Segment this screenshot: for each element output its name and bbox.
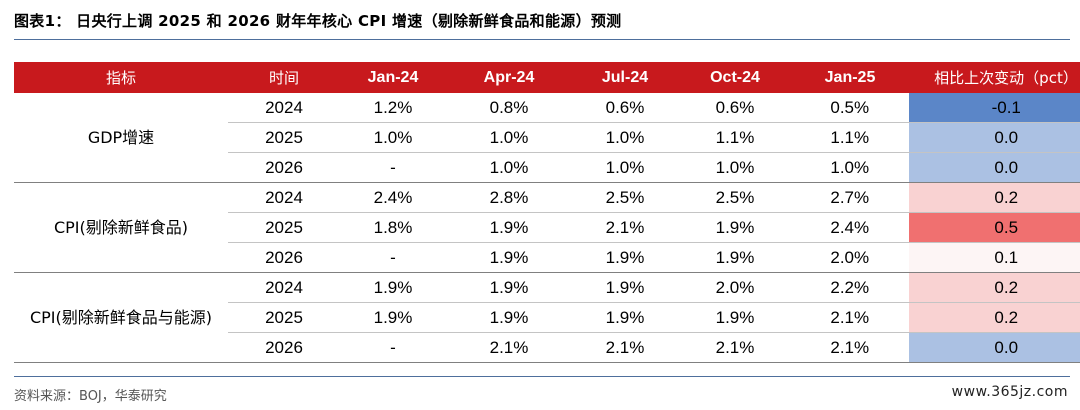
- header-date: Jan-24: [340, 62, 446, 93]
- change-cell: 0.5: [907, 212, 1080, 243]
- table-row: 2026-2.1% 2.1% 2.1% 2.1% 0.0: [14, 332, 1080, 363]
- forecast-value-cell: 1.2%: [340, 93, 446, 123]
- year-cell: 2026: [228, 152, 340, 183]
- header-date: Jan-25: [792, 62, 908, 93]
- indicator-label: CPI(剔除新鲜食品): [14, 182, 228, 273]
- change-cell: 0.0: [907, 152, 1080, 183]
- change-cell: 0.2: [907, 302, 1080, 333]
- forecast-value-cell: 1.0%: [446, 122, 572, 153]
- forecast-value-cell: 1.9%: [446, 272, 572, 303]
- forecast-value-cell: 2.4%: [340, 182, 446, 213]
- forecast-value-cell: 2.1%: [446, 332, 572, 363]
- header-date: Oct-24: [678, 62, 792, 93]
- year-cell: 2025: [228, 302, 340, 333]
- title-divider: [14, 39, 1070, 40]
- forecast-value-cell: 2.1%: [572, 212, 678, 243]
- forecast-value-cell: 1.9%: [678, 212, 792, 243]
- forecast-value-cell: -: [340, 242, 446, 273]
- header-indicator: 指标: [14, 62, 228, 93]
- forecast-value-cell: 2.5%: [678, 182, 792, 213]
- change-cell: 0.2: [907, 272, 1080, 303]
- forecast-value-cell: -: [340, 152, 446, 183]
- forecast-value-cell: 1.0%: [792, 152, 908, 183]
- forecast-value-cell: 1.0%: [678, 152, 792, 183]
- forecast-value-cell: 2.1%: [572, 332, 678, 363]
- forecast-value-cell: 1.9%: [572, 242, 678, 273]
- forecast-value-cell: 2.2%: [792, 272, 908, 303]
- forecast-value-cell: -: [340, 332, 446, 363]
- forecast-value-cell: 1.9%: [340, 272, 446, 303]
- table-row: CPI(剔除新鲜食品) 2024 2.4% 2.8% 2.5% 2.5% 2.7% 0.2: [14, 182, 1080, 273]
- forecast-value-cell: 1.9%: [446, 302, 572, 333]
- table-row: 2025 1.8% 1.9% 2.1% 1.9% 2.4% 0.5: [14, 212, 1080, 243]
- change-cell: 0.1: [907, 242, 1080, 273]
- forecast-value-cell: 1.9%: [340, 302, 446, 333]
- forecast-value-cell: 2.8%: [446, 182, 572, 213]
- forecast-value-cell: 0.6%: [678, 93, 792, 123]
- forecast-table: 指标 时间 Jan-24 Apr-24 Jul-24 Oct-24 Jan-25…: [14, 62, 1080, 363]
- year-cell: 2025: [228, 212, 340, 243]
- indicator-label: GDP增速: [14, 93, 228, 183]
- table-row: 2026-1.9% 1.9% 1.9% 2.0% 0.1: [14, 242, 1080, 273]
- forecast-value-cell: 1.8%: [340, 212, 446, 243]
- forecast-value-cell: 2.0%: [678, 272, 792, 303]
- forecast-value-cell: 1.9%: [446, 242, 572, 273]
- forecast-value-cell: 2.1%: [792, 332, 908, 363]
- forecast-value-cell: 2.0%: [792, 242, 908, 273]
- table-body: GDP增速 2024 1.2% 0.8% 0.6% 0.6% 0.5% -0.1 2025 1.0…: [14, 93, 1080, 363]
- forecast-value-cell: 1.9%: [446, 212, 572, 243]
- header-change: 相比上次变动（pct）: [908, 62, 1080, 93]
- forecast-value-cell: 1.0%: [572, 122, 678, 153]
- year-cell: 2024: [228, 182, 340, 213]
- change-cell: 0.2: [907, 182, 1080, 213]
- year-cell: 2024: [228, 272, 340, 303]
- forecast-value-cell: 1.9%: [572, 302, 678, 333]
- forecast-value-cell: 2.5%: [572, 182, 678, 213]
- forecast-value-cell: 0.6%: [572, 93, 678, 123]
- change-cell: 0.0: [907, 122, 1080, 153]
- table-row: GDP增速 2024 1.2% 0.8% 0.6% 0.6% 0.5% -0.1: [14, 93, 1080, 183]
- forecast-value-cell: 2.7%: [792, 182, 908, 213]
- table-row: CPI(剔除新鲜食品与能源) 2024 1.9% 1.9% 1.9% 2.0% 2.2% 0.…: [14, 272, 1080, 363]
- forecast-value-cell: 1.1%: [792, 122, 908, 153]
- forecast-value-cell: 1.0%: [446, 152, 572, 183]
- year-cell: 2024: [228, 93, 340, 123]
- forecast-value-cell: 1.0%: [572, 152, 678, 183]
- footer-divider: [14, 376, 1070, 377]
- forecast-value-cell: 1.0%: [340, 122, 446, 153]
- table-row: 2025 1.9% 1.9% 1.9% 1.9% 2.1% 0.2: [14, 302, 1080, 333]
- table-row: 2026-1.0% 1.0% 1.0% 1.0% 0.0: [14, 152, 1080, 183]
- header-date: Apr-24: [446, 62, 572, 93]
- change-cell: -0.1: [907, 93, 1080, 123]
- figure-title: 图表1： 日央行上调 2025 和 2026 财年年核心 CPI 增速（剔除新鲜…: [14, 12, 622, 30]
- year-cell: 2026: [228, 242, 340, 273]
- forecast-value-cell: 1.9%: [678, 242, 792, 273]
- forecast-value-cell: 1.9%: [678, 302, 792, 333]
- table-row: 2025 1.0% 1.0% 1.0% 1.1% 1.1% 0.0: [14, 122, 1080, 153]
- year-cell: 2026: [228, 332, 340, 363]
- source-note: 资料来源：BOJ，华泰研究: [14, 389, 167, 404]
- header-date: Jul-24: [572, 62, 678, 93]
- forecast-value-cell: 0.8%: [446, 93, 572, 123]
- header-row: 指标 时间 Jan-24 Apr-24 Jul-24 Oct-24 Jan-25…: [14, 62, 1080, 93]
- watermark: www.365jz.com: [951, 384, 1068, 400]
- year-cell: 2025: [228, 122, 340, 153]
- forecast-value-cell: 1.1%: [678, 122, 792, 153]
- header-year: 时间: [228, 62, 340, 93]
- forecast-value-cell: 0.5%: [792, 93, 908, 123]
- forecast-value-cell: 2.4%: [792, 212, 908, 243]
- forecast-value-cell: 2.1%: [678, 332, 792, 363]
- forecast-value-cell: 2.1%: [792, 302, 908, 333]
- change-cell: 0.0: [907, 332, 1080, 363]
- indicator-label: CPI(剔除新鲜食品与能源): [14, 272, 228, 363]
- forecast-value-cell: 1.9%: [572, 272, 678, 303]
